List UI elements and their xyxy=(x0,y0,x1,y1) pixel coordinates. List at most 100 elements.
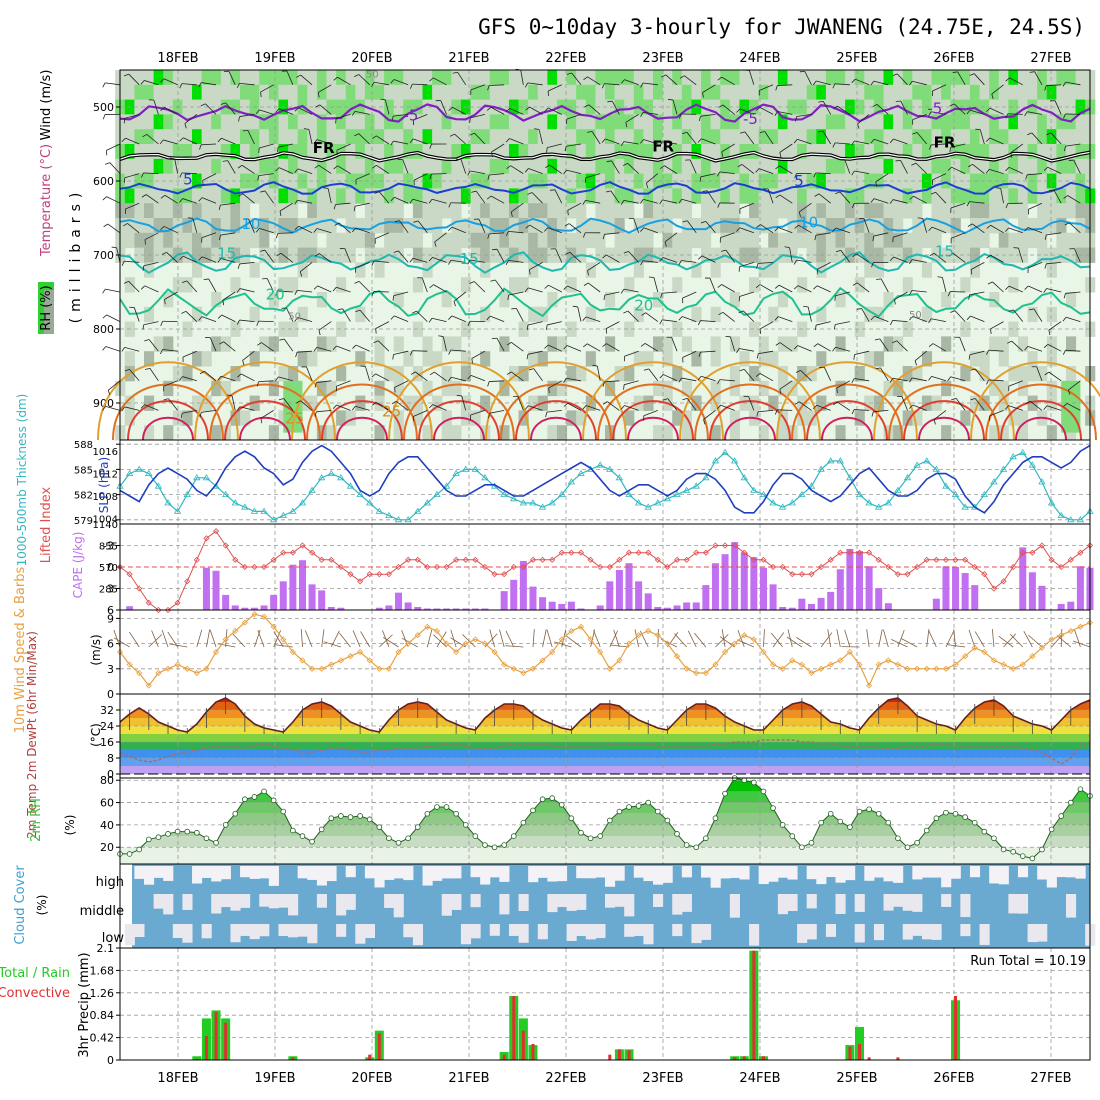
wind-barb xyxy=(854,409,870,411)
wind-barb xyxy=(529,262,543,271)
thickness-point xyxy=(990,478,998,485)
surface-wind-barb xyxy=(167,631,178,648)
li-point xyxy=(760,556,767,563)
rh-cell xyxy=(528,218,539,234)
rh-cell xyxy=(969,203,981,219)
wind-barb xyxy=(627,163,639,174)
wind-barb xyxy=(989,168,1004,174)
wind-barb xyxy=(461,395,467,411)
rh-cell xyxy=(605,218,616,234)
rh-cell xyxy=(624,114,635,130)
rh-point xyxy=(510,833,517,839)
wind-barb xyxy=(700,114,716,117)
rh-cell xyxy=(288,277,299,293)
temp-band xyxy=(120,726,1090,734)
wind-barb xyxy=(529,106,543,115)
wind-barb-flag xyxy=(774,227,779,232)
wind-barb-flag xyxy=(448,107,453,111)
wind-speed-point xyxy=(770,661,777,668)
wind-barb xyxy=(990,321,1004,330)
rh-cell xyxy=(288,173,299,189)
wind-barb-flag xyxy=(1043,405,1048,410)
rh-cell xyxy=(422,114,433,130)
rh-point xyxy=(251,794,258,800)
slp-axis-label: SLP (hPa) xyxy=(97,457,111,513)
wind-barb xyxy=(128,73,140,86)
wind-barb xyxy=(415,371,428,382)
rh-cell xyxy=(576,173,587,189)
rh-point xyxy=(779,822,786,828)
wind-barb xyxy=(893,256,908,263)
wind-barb-flag xyxy=(140,80,145,85)
rh-cell xyxy=(259,232,270,249)
rh-cell xyxy=(710,218,721,234)
rh-cell xyxy=(835,380,846,397)
rh-cell xyxy=(979,232,990,249)
rh-cell xyxy=(739,70,750,86)
wind-barb xyxy=(566,377,582,382)
rh-cell xyxy=(1037,232,1048,249)
rh-cell xyxy=(758,218,769,234)
wind-barb-flag xyxy=(510,211,513,217)
precip-conv-bar xyxy=(608,1054,612,1060)
surface-wind-barb xyxy=(161,629,169,648)
rh-cell xyxy=(460,144,472,160)
rh-cell xyxy=(931,114,942,130)
rh-cell xyxy=(979,158,990,175)
rh-cell xyxy=(835,129,846,145)
rh-cell xyxy=(902,144,913,160)
rh-cell xyxy=(345,247,356,263)
rh-cell xyxy=(480,114,491,130)
wind-barb-flag xyxy=(1044,234,1047,240)
rh-cell xyxy=(662,425,673,441)
rh-cell xyxy=(787,336,798,352)
cloud-cell xyxy=(201,866,212,878)
li-point xyxy=(981,571,988,578)
rh-cell xyxy=(624,321,635,337)
y-tick-label: 700 xyxy=(93,249,114,262)
rh-cell xyxy=(758,173,769,189)
rh-cell xyxy=(998,351,1009,367)
rh-cell xyxy=(989,70,1000,86)
wind-barb xyxy=(359,309,371,322)
rh-cell xyxy=(470,173,481,189)
rh-cell xyxy=(537,203,548,219)
date-label-top: 22FEB xyxy=(545,51,586,66)
wind-barb xyxy=(337,76,351,86)
rh-cell xyxy=(537,232,548,249)
cloud-cell xyxy=(864,866,875,881)
rh-cell xyxy=(835,232,846,249)
rh-cell xyxy=(489,114,500,130)
wind-barb-flag xyxy=(438,335,444,337)
wind-barb-flag xyxy=(179,255,184,261)
wind-barb xyxy=(720,404,735,411)
rh-cell xyxy=(950,144,961,160)
wind-barb xyxy=(972,223,985,234)
surface-wind-barb xyxy=(323,641,342,648)
rh-point xyxy=(434,804,440,810)
rh-cell xyxy=(182,232,193,249)
surface-wind-barb xyxy=(1028,634,1043,648)
wind-barb-flag xyxy=(718,311,724,316)
wind-barb xyxy=(643,227,658,234)
rh-cell xyxy=(230,114,241,130)
cape-bar xyxy=(932,598,940,610)
rh-cell xyxy=(979,84,990,101)
wind-speed-point xyxy=(395,648,402,656)
rh-cell xyxy=(1017,188,1029,204)
wind-speed-point xyxy=(520,669,527,677)
surface-wind-barb xyxy=(196,629,203,648)
rh-point xyxy=(472,833,479,839)
wind-barb xyxy=(681,260,697,263)
li-point xyxy=(625,549,633,556)
cloud-cell xyxy=(845,866,856,881)
rh-cell xyxy=(921,232,933,249)
wind-barb-flag xyxy=(602,343,607,348)
rh-cell xyxy=(681,218,692,234)
cloud-cell xyxy=(268,894,279,909)
wind-barb xyxy=(1026,173,1043,176)
wind-barb xyxy=(124,114,140,119)
wind-barb-flag xyxy=(375,328,377,334)
rh-cell xyxy=(989,158,1000,175)
wind-speed-point xyxy=(558,636,565,643)
